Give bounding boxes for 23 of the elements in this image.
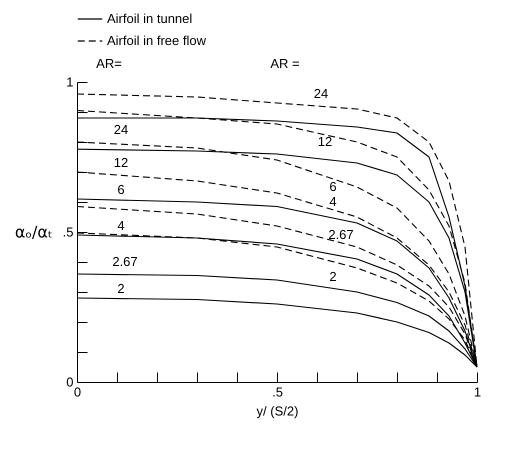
annotation: 4: [329, 194, 337, 209]
annotation: 2.67: [328, 227, 354, 242]
x-axis-title: y/ (S/2): [256, 404, 298, 418]
annotation: 24: [314, 86, 328, 101]
legend-label: Airfoil in free flow: [107, 33, 207, 48]
y-tick-label: 0: [66, 374, 74, 390]
annotation: 12: [318, 134, 332, 149]
y-tick-label: 1: [66, 74, 74, 90]
annotation: 24: [114, 122, 128, 137]
text: AR =: [270, 56, 300, 71]
annotation: 6: [329, 179, 337, 194]
annotation: 2.67: [112, 254, 138, 269]
annotation: 2: [117, 281, 125, 296]
annotation: 12: [114, 155, 128, 170]
x-tick-label: 1: [474, 384, 482, 400]
y-tick-label: .5: [62, 224, 74, 240]
y-axis-title: αₒ/αₜ: [14, 222, 53, 242]
annotation: 4: [117, 218, 125, 233]
x-tick-label: .5: [272, 384, 283, 400]
annotation: 6: [117, 182, 125, 197]
annotation: 2: [329, 269, 337, 284]
text: AR=: [96, 56, 122, 71]
legend-label: Airfoil in tunnel: [107, 11, 192, 26]
